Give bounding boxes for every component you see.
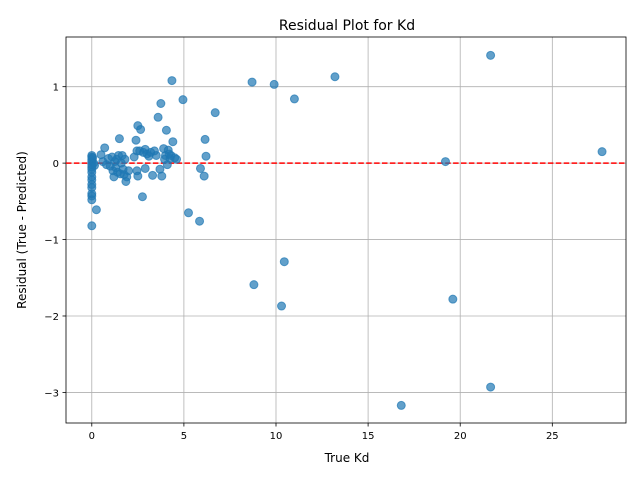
x-tick-label: 0 [89,431,95,442]
data-point [597,147,607,157]
data-point [133,171,143,181]
data-point [195,216,205,226]
data-point [167,76,177,86]
data-point [178,95,188,105]
data-point [440,157,450,167]
data-point [87,221,97,231]
data-points [87,50,607,410]
data-point [161,125,171,135]
data-point [195,163,205,173]
data-point [172,154,182,164]
data-point [140,163,150,173]
data-point [136,124,146,134]
x-tick-label: 20 [454,431,467,442]
data-point [269,79,279,89]
x-tick-label: 15 [362,431,375,442]
axes-frame [65,36,627,424]
y-tick-label: 1 [53,83,59,94]
data-point [114,134,124,144]
data-point [201,151,211,161]
data-point [277,301,287,311]
data-point [137,192,147,202]
data-point [124,166,134,176]
y-ticks: −3 −2 −1 0 1 [44,83,66,399]
data-point [91,205,101,215]
x-tick-label: 10 [270,431,283,442]
data-point [153,112,163,122]
data-point [448,294,458,304]
data-point [151,150,161,160]
data-point [156,98,166,108]
data-point [100,143,110,153]
x-tick-label: 5 [181,431,187,442]
data-point [289,94,299,104]
y-tick-label: 0 [53,159,59,170]
data-point [199,171,209,181]
data-point [330,72,340,82]
x-tick-label: 25 [546,431,559,442]
data-point [200,134,210,144]
y-tick-label: −1 [44,236,59,247]
data-point [486,50,496,60]
data-point [90,160,100,170]
data-point [249,280,259,290]
data-point [168,137,178,147]
data-point [131,135,141,145]
data-point [247,77,257,87]
x-axis-label: True Kd [324,451,370,465]
data-point [210,108,220,118]
data-point [157,171,167,181]
y-axis-label: Residual (True - Predicted) [15,151,29,309]
data-point [87,195,97,205]
data-point [184,208,193,218]
data-point [148,170,158,180]
y-tick-label: −2 [44,312,59,323]
grid-lines [66,37,626,423]
data-point [396,400,406,410]
data-point [486,382,496,392]
data-point [120,154,130,164]
y-tick-label: −3 [44,388,59,399]
x-ticks: 0 5 10 15 20 25 [89,423,559,442]
data-point [279,257,289,267]
chart-title: Residual Plot for Kd [279,18,415,34]
